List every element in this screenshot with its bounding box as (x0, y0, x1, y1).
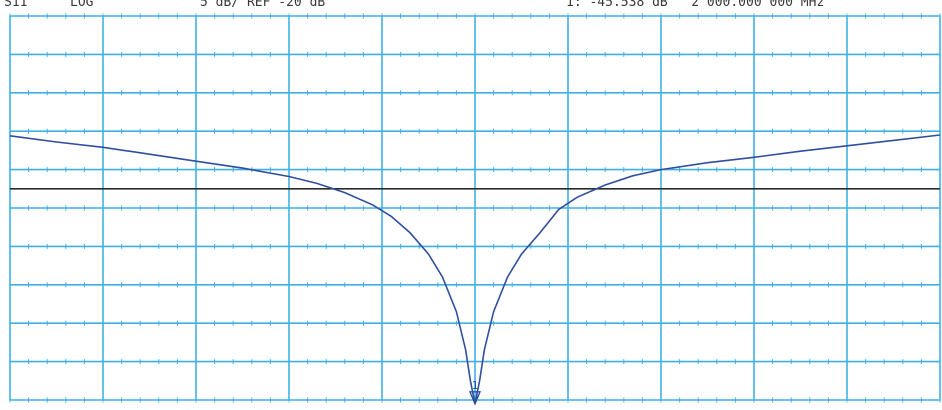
parameter-label: S11 (4, 0, 28, 10)
marker-readout: 1: -45.538 dB 2 000.000 000 MHz (566, 0, 825, 10)
marker-triangle-icon (468, 391, 482, 406)
display-header: S11 LOG 5 dB/ REF -20 dB 1: -45.538 dB 2… (0, 0, 942, 16)
format-label: LOG (70, 0, 94, 10)
scale-reference-label: 5 dB/ REF -20 dB (200, 0, 326, 10)
marker-1: 1 (468, 379, 482, 406)
marker-number: 1 (472, 379, 479, 392)
graticule (9, 13, 941, 403)
